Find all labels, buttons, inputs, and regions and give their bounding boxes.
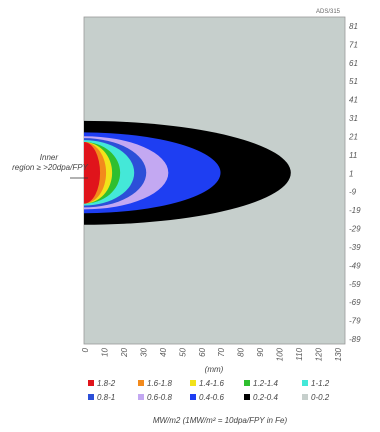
legend-label: 1.2-1.4 bbox=[253, 379, 278, 388]
y-tick-label: 71 bbox=[349, 40, 358, 49]
y-tick-label: -9 bbox=[349, 188, 357, 197]
contour-band-8 bbox=[84, 142, 101, 204]
legend-swatch bbox=[244, 380, 250, 386]
legend-label: 0-0.2 bbox=[311, 393, 330, 402]
legend-swatch bbox=[88, 394, 94, 400]
legend-swatch bbox=[88, 380, 94, 386]
legend-swatch bbox=[190, 394, 196, 400]
x-tick-label: 80 bbox=[237, 347, 246, 356]
legend-label: 1.8-2 bbox=[97, 379, 116, 388]
y-tick-label: -79 bbox=[349, 317, 361, 326]
corner-label: ADS/315 bbox=[316, 9, 341, 15]
x-tick-label: 50 bbox=[178, 347, 187, 356]
y-tick-label: 51 bbox=[349, 77, 358, 86]
annotation-text: Inner region ≥ >20dpa/FPY bbox=[12, 153, 88, 172]
legend-label: 0.6-0.8 bbox=[147, 393, 172, 402]
y-tick-label: 81 bbox=[349, 22, 358, 31]
y-tick-label: 21 bbox=[348, 132, 358, 141]
legend-label: 0.8-1 bbox=[97, 393, 115, 402]
y-tick-label: 31 bbox=[349, 114, 358, 123]
x-tick-label: 100 bbox=[276, 347, 285, 361]
y-tick-label: 41 bbox=[349, 96, 358, 105]
legend-label: 1-1.2 bbox=[311, 379, 330, 388]
y-tick-label: 1 bbox=[349, 169, 353, 178]
legend-swatch bbox=[138, 380, 144, 386]
x-axis-ticks: 0 10 20 30 40 50 60 70 80 90 100 110 120 130 bbox=[81, 347, 343, 361]
x-tick-label: 60 bbox=[198, 347, 207, 356]
x-tick-label: 70 bbox=[217, 347, 226, 356]
y-tick-label: -29 bbox=[349, 225, 361, 234]
y-tick-label: -39 bbox=[349, 243, 361, 252]
annotation: Inner region ≥ >20dpa/FPY bbox=[12, 153, 89, 179]
legend-label: 1.6-1.8 bbox=[147, 379, 172, 388]
x-tick-label: 90 bbox=[256, 347, 265, 356]
legend-label: 1.4-1.6 bbox=[199, 379, 224, 388]
y-tick-label: -59 bbox=[349, 280, 361, 289]
legend-label: 0.4-0.6 bbox=[199, 393, 224, 402]
x-tick-label: 0 bbox=[81, 347, 90, 352]
y-tick-label: 11 bbox=[349, 151, 357, 160]
x-tick-label: 130 bbox=[334, 347, 343, 361]
legend: 1.8-2 1.6-1.8 1.4-1.6 1.2-1.4 1-1.2 0.8-1 0.6-… bbox=[88, 379, 330, 402]
legend-swatch bbox=[244, 394, 250, 400]
x-tick-label: 20 bbox=[120, 347, 129, 357]
y-tick-label: -89 bbox=[349, 335, 361, 344]
x-tick-label: 10 bbox=[100, 347, 109, 356]
y-tick-label: -49 bbox=[349, 261, 361, 270]
x-tick-label: 30 bbox=[139, 347, 148, 356]
legend-label: 0.2-0.4 bbox=[253, 393, 278, 402]
x-tick-label: 120 bbox=[315, 347, 324, 361]
legend-swatch bbox=[190, 380, 196, 386]
x-tick-label: 110 bbox=[295, 347, 304, 360]
legend-swatch bbox=[138, 394, 144, 400]
x-axis-label: (mm) bbox=[205, 365, 224, 374]
y-tick-label: -19 bbox=[349, 206, 361, 215]
plot-area bbox=[83, 16, 346, 345]
legend-title: MW/m2 (1MW/m² = 10dpa/FPY in Fe) bbox=[153, 416, 288, 425]
y-tick-label: -69 bbox=[349, 298, 361, 307]
y-axis-ticks: 81716151413121111-9-19-29-39-49-59-69-79… bbox=[348, 22, 361, 344]
x-tick-label: 40 bbox=[159, 347, 168, 356]
legend-swatch bbox=[302, 380, 308, 386]
y-tick-label: 61 bbox=[349, 59, 358, 68]
legend-swatch bbox=[302, 394, 308, 400]
